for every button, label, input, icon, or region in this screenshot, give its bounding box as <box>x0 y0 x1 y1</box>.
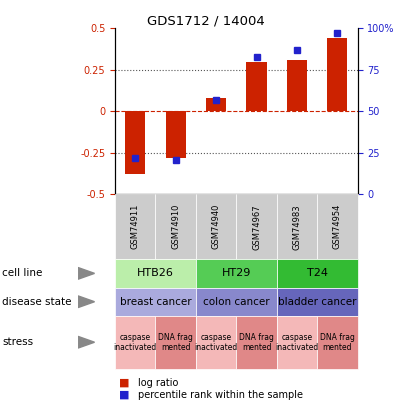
Text: DNA frag
mented: DNA frag mented <box>320 333 355 352</box>
Text: HTB26: HTB26 <box>137 269 174 278</box>
Text: caspase
inactivated: caspase inactivated <box>194 333 238 352</box>
Bar <box>247 62 267 111</box>
Text: breast cancer: breast cancer <box>120 297 191 307</box>
Polygon shape <box>78 296 95 307</box>
Text: HT29: HT29 <box>222 269 251 278</box>
Text: GSM74910: GSM74910 <box>171 204 180 249</box>
Text: GDS1712 / 14004: GDS1712 / 14004 <box>147 14 264 27</box>
Text: T24: T24 <box>307 269 328 278</box>
Text: DNA frag
mented: DNA frag mented <box>158 333 193 352</box>
Text: ■: ■ <box>119 378 130 388</box>
Text: disease state: disease state <box>2 297 72 307</box>
Bar <box>287 60 307 111</box>
Text: log ratio: log ratio <box>138 378 178 388</box>
Text: colon cancer: colon cancer <box>203 297 270 307</box>
Text: GSM74967: GSM74967 <box>252 204 261 249</box>
Text: ■: ■ <box>119 390 130 400</box>
Polygon shape <box>78 337 95 348</box>
Bar <box>166 111 186 158</box>
Polygon shape <box>78 268 95 279</box>
Text: caspase
inactivated: caspase inactivated <box>275 333 319 352</box>
Text: stress: stress <box>2 337 33 347</box>
Text: cell line: cell line <box>2 269 42 278</box>
Bar <box>206 98 226 111</box>
Text: GSM74983: GSM74983 <box>293 204 301 249</box>
Bar <box>125 111 145 175</box>
Text: GSM74954: GSM74954 <box>333 204 342 249</box>
Text: GSM74940: GSM74940 <box>212 204 221 249</box>
Bar <box>327 38 347 111</box>
Text: GSM74911: GSM74911 <box>131 204 140 249</box>
Text: percentile rank within the sample: percentile rank within the sample <box>138 390 302 400</box>
Text: bladder cancer: bladder cancer <box>278 297 356 307</box>
Text: caspase
inactivated: caspase inactivated <box>114 333 157 352</box>
Text: DNA frag
mented: DNA frag mented <box>239 333 274 352</box>
